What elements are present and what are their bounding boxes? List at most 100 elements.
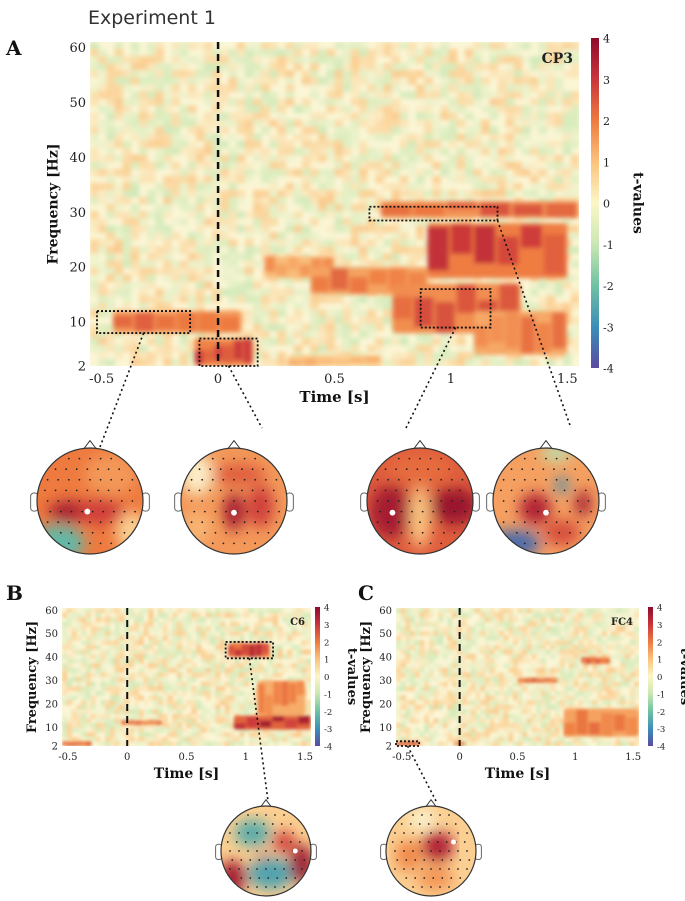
head-outline	[220, 805, 312, 897]
colorbar-tick-label: -3	[603, 321, 614, 334]
x-axis-label: Time [s]	[154, 766, 219, 782]
head-outline	[180, 447, 288, 555]
tf-map-b	[62, 608, 311, 746]
x-axis-label: Time [s]	[299, 388, 369, 406]
topo-fill	[367, 448, 473, 554]
topo-fill	[386, 806, 476, 896]
colorbar-tick-label: -3	[657, 725, 665, 735]
y-tick-label: 20	[379, 699, 392, 710]
colorbar-tick-label: -4	[603, 363, 614, 376]
electrode-marker	[451, 839, 456, 845]
colorbar-tick-label: 3	[657, 621, 662, 631]
x-tick-label: 1	[572, 752, 578, 763]
head-outline	[385, 805, 477, 897]
colorbar-tick-label: 4	[603, 33, 610, 46]
y-tick-label: 2	[52, 742, 58, 753]
colorbar-label: t-values	[677, 648, 685, 705]
colorbar	[591, 38, 599, 368]
y-tick-label: 20	[45, 699, 58, 710]
panel-letter-a: A	[5, 36, 22, 60]
nose	[539, 439, 553, 450]
colorbar-tick-label: 4	[657, 604, 662, 614]
colorbar-tick-label: 2	[603, 115, 610, 128]
colorbar-tick-label: 1	[603, 156, 610, 169]
topomap-0	[30, 439, 150, 555]
colorbar-tick-label: 2	[324, 638, 329, 648]
y-tick-label: 30	[45, 676, 58, 687]
y-axis-label: Frequency [Hz]	[25, 621, 40, 733]
colorbar-tick-label: -1	[657, 690, 665, 700]
x-tick-label: 0	[214, 372, 222, 387]
x-tick-label: -0.5	[58, 752, 77, 763]
y-tick-label: 30	[379, 676, 392, 687]
y-tick-label: 2	[78, 360, 86, 375]
colorbar-tick-label: 0	[657, 673, 662, 683]
x-tick-label: 1.5	[557, 372, 578, 387]
x-tick-label: 1	[243, 752, 249, 763]
cluster-box-0	[395, 740, 421, 747]
electrode-marker	[389, 509, 396, 516]
channel-label: C6	[290, 617, 305, 628]
connector-a-1	[227, 365, 263, 429]
colorbar-tick-label: -1	[324, 690, 332, 700]
x-tick-label: 1.5	[297, 752, 313, 763]
channel-label: CP3	[542, 51, 573, 67]
topo-fill	[493, 448, 599, 554]
colorbar-tick-label: 0	[324, 673, 329, 683]
y-tick-label: 60	[45, 606, 58, 617]
topomap-4	[215, 798, 317, 897]
x-tick-label: 1	[447, 372, 455, 387]
y-tick-label: 20	[69, 261, 86, 276]
y-axis-label: Frequency [Hz]	[45, 144, 61, 265]
y-tick-label: 40	[379, 653, 392, 664]
x-axis-label: Time [s]	[485, 766, 550, 782]
x-tick-label: 0	[456, 752, 462, 763]
colorbar-tick-label: -1	[603, 239, 614, 252]
y-tick-label: 40	[69, 151, 86, 166]
head-outline	[366, 447, 474, 555]
nose	[425, 798, 437, 808]
nose	[260, 798, 272, 808]
nose	[227, 439, 241, 450]
topomap-1	[174, 439, 294, 555]
colorbar	[315, 607, 320, 746]
electrode-marker	[292, 848, 298, 854]
tf-clusters	[396, 657, 639, 746]
channel-label: FC4	[611, 617, 633, 628]
y-tick-label: 10	[69, 316, 86, 331]
colorbar-tick-label: 3	[603, 74, 610, 87]
colorbar-tick-label: 4	[324, 604, 329, 614]
head-outline	[492, 447, 600, 555]
x-tick-label: -0.5	[392, 752, 411, 763]
tf-clusters	[113, 201, 579, 366]
x-tick-label: 1.5	[625, 752, 641, 763]
electrode-marker	[84, 508, 91, 515]
x-tick-label: 0.5	[510, 752, 526, 763]
y-axis-label: Frequency [Hz]	[359, 621, 374, 733]
colorbar-tick-label: -4	[657, 743, 665, 753]
colorbar-tick-label: 1	[657, 656, 662, 666]
cluster-box-2	[368, 205, 499, 222]
x-tick-label: 0.5	[324, 372, 345, 387]
colorbar-tick-label: 3	[324, 621, 329, 631]
tf-map-a	[90, 42, 579, 366]
x-tick-label: 0.5	[179, 752, 195, 763]
tf-clusters	[62, 643, 311, 746]
colorbar-tick-label: -2	[324, 708, 332, 718]
colorbar-label: t-values	[344, 648, 359, 705]
topomaps	[30, 220, 606, 897]
cluster-box-3	[419, 288, 492, 329]
connector-a-0	[99, 332, 145, 448]
topomap-3	[486, 439, 606, 555]
topomap-5	[380, 798, 482, 897]
colorbar-tick-label: -2	[657, 708, 665, 718]
y-tick-label: 30	[69, 206, 86, 221]
connector-a-2	[405, 327, 457, 429]
colorbar-tick-label: 0	[603, 198, 610, 211]
y-tick-label: 40	[45, 653, 58, 664]
colorbar-tick-label: 2	[657, 638, 662, 648]
connector-c-0	[406, 745, 437, 802]
head-outline	[36, 447, 144, 555]
